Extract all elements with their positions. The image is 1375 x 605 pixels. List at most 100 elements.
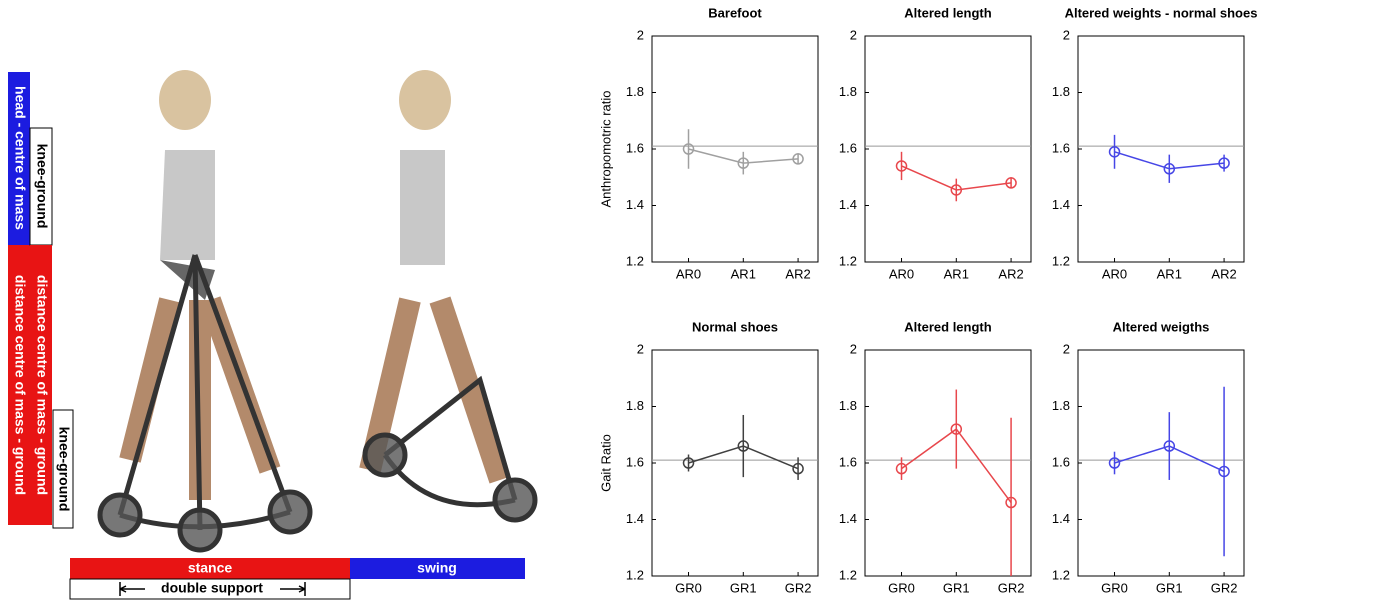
data-point: [1218, 157, 1230, 169]
data-point: [682, 457, 695, 469]
stick-model: [117, 254, 293, 531]
data-point: [792, 153, 804, 165]
data-point: [895, 160, 908, 172]
x-tick-label: GR1: [1156, 580, 1183, 595]
y-tick-label: 1.4: [1052, 197, 1070, 212]
data-point: [1005, 177, 1017, 189]
y-tick-label: 2: [850, 341, 857, 356]
double-support-box: [69, 578, 351, 600]
data-point: [792, 462, 804, 475]
x-tick-label: GR2: [998, 580, 1025, 595]
data-point: [737, 440, 750, 452]
y-tick-label: 1.6: [1052, 454, 1070, 469]
y-tick-label: 1.8: [626, 84, 644, 99]
y-tick-label: 1.2: [839, 567, 857, 582]
data-point: [1108, 146, 1121, 158]
chart-title: Barefoot: [708, 5, 762, 20]
chart-title: Altered weights - normal shoes: [1065, 5, 1258, 20]
y-tick-label: 1.8: [1052, 84, 1070, 99]
y-tick-label: 1.4: [1052, 511, 1070, 526]
y-tick-label: 1.8: [839, 398, 857, 413]
label-box: [52, 409, 74, 529]
y-tick-label: 1.6: [626, 454, 644, 469]
x-tick-label: GR2: [1211, 580, 1238, 595]
foot-circle: [97, 492, 143, 538]
y-tick-label: 1.8: [1052, 398, 1070, 413]
x-tick-label: AR0: [889, 266, 914, 281]
data-point: [682, 143, 695, 155]
x-tick-label: AR2: [998, 266, 1023, 281]
data-point: [737, 157, 750, 169]
y-tick-label: 2: [1063, 341, 1070, 356]
phase-label: stance: [188, 560, 233, 576]
data-point: [950, 423, 963, 435]
y-tick-label: 1.2: [1052, 253, 1070, 268]
x-tick-label: AR2: [1211, 266, 1236, 281]
phase-label: double support: [161, 580, 263, 596]
data-point: [1163, 163, 1176, 175]
x-tick-label: AR2: [785, 266, 810, 281]
y-tick-label: 1.8: [839, 84, 857, 99]
x-tick-label: GR1: [730, 580, 757, 595]
x-tick-label: GR0: [888, 580, 915, 595]
y-tick-label: 1.6: [626, 140, 644, 155]
x-tick-label: GR0: [1101, 580, 1128, 595]
label-box: [8, 245, 30, 525]
foot-circle: [177, 507, 223, 553]
series: [1108, 386, 1230, 557]
torso: [400, 150, 445, 265]
y-tick-label: 1.4: [839, 511, 857, 526]
label-box: [30, 245, 52, 525]
foot-circle: [492, 477, 538, 523]
side-label: distance centre of mass - ground: [12, 275, 28, 495]
x-tick-label: AR1: [1157, 266, 1182, 281]
y-tick-label: 1.2: [839, 253, 857, 268]
y-tick-label: 2: [850, 27, 857, 42]
y-tick-label: 1.2: [626, 567, 644, 582]
series: [682, 129, 804, 175]
torso: [160, 150, 215, 260]
phase-label: swing: [417, 560, 457, 576]
y-tick-label: 1.4: [626, 511, 644, 526]
y-tick-label: 1.8: [626, 398, 644, 413]
head: [399, 70, 451, 130]
series: [895, 151, 1017, 202]
y-tick-label: 2: [637, 27, 644, 42]
chart-title: Normal shoes: [692, 319, 778, 334]
x-tick-label: GR0: [675, 580, 702, 595]
swing-bar: [350, 558, 525, 579]
chart-title: Altered length: [904, 5, 991, 20]
plot-frame: [864, 35, 1032, 263]
x-tick-label: GR2: [785, 580, 812, 595]
data-point: [1163, 440, 1176, 452]
data-point: [1108, 457, 1121, 469]
side-label: knee-ground: [34, 144, 50, 229]
plot-frame: [1077, 35, 1245, 263]
x-tick-label: AR1: [731, 266, 756, 281]
side-label: distance centre of mass - ground: [34, 275, 50, 495]
side-label: head - centre of mass: [12, 86, 28, 230]
label-box: [8, 72, 30, 245]
y-tick-label: 2: [637, 341, 644, 356]
walking-illustration: [97, 70, 538, 553]
y-tick-label: 1.6: [839, 454, 857, 469]
data-point: [1218, 465, 1230, 478]
chart-title: Altered weigths: [1113, 319, 1210, 334]
plot-frame: [1077, 349, 1245, 577]
data-point: [1005, 496, 1017, 509]
plot-frame: [651, 349, 819, 577]
series: [1108, 134, 1230, 183]
foot-circle: [362, 432, 408, 478]
chart-title: Altered length: [904, 319, 991, 334]
double-support-arrows: [119, 582, 306, 596]
series: [682, 414, 804, 480]
y-tick-label: 1.4: [839, 197, 857, 212]
y-tick-label: 1.4: [626, 197, 644, 212]
y-axis-label: Gait Ratio: [598, 434, 613, 492]
y-tick-label: 1.6: [839, 140, 857, 155]
x-tick-label: AR0: [1102, 266, 1127, 281]
data-point: [895, 462, 908, 475]
plot-frame: [651, 35, 819, 263]
head: [159, 70, 211, 130]
